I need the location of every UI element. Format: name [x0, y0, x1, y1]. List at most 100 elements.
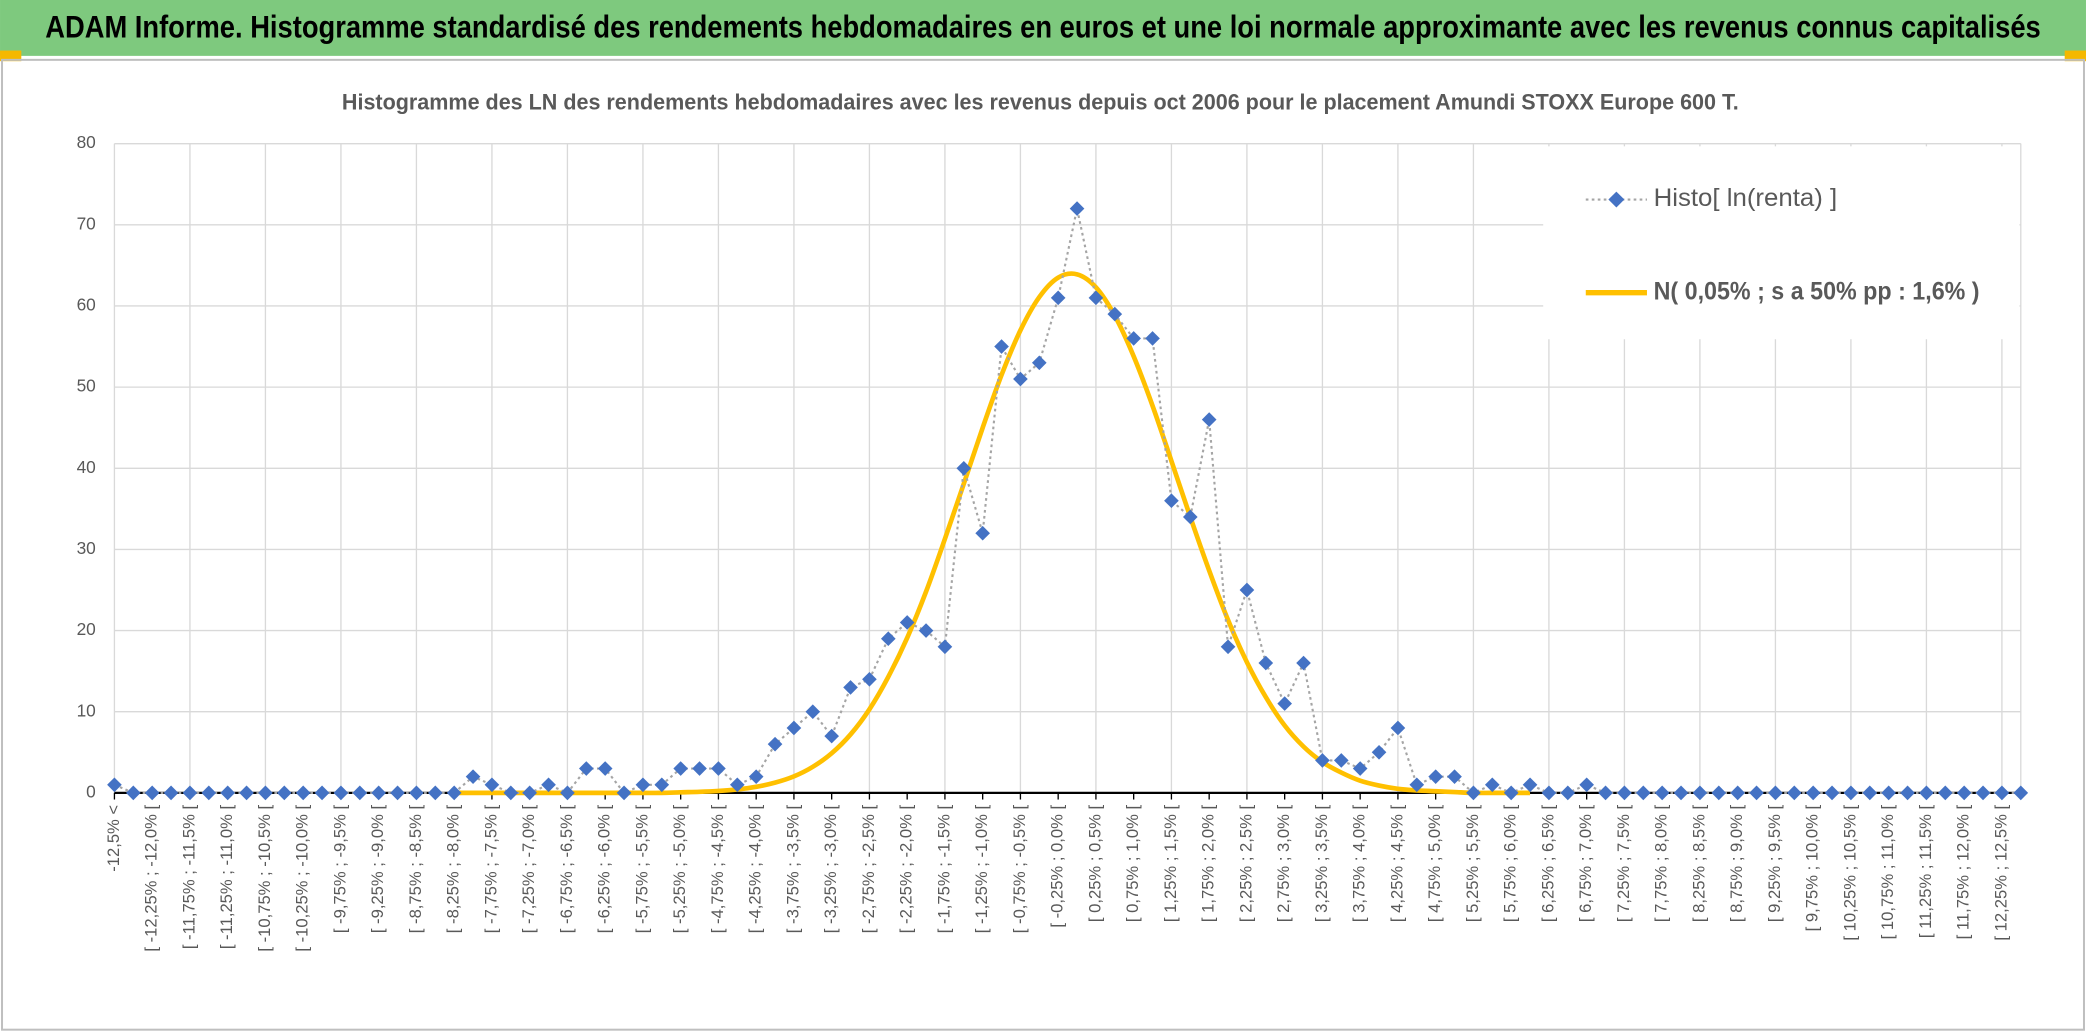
data-point: [994, 339, 1009, 354]
x-tick-label: [ 0,25% ; 0,5% [: [1085, 804, 1104, 922]
data-point: [748, 769, 764, 784]
data-point: [1805, 785, 1821, 801]
x-tick-label: [ 3,75% ; 4,0% [: [1350, 804, 1369, 922]
x-tick-label: [ -2,25% ; -2,0% [: [897, 804, 916, 933]
x-tick-label: [ 11,25% ; 11,5% [: [1916, 804, 1935, 938]
x-tick-label: [ 3,25% ; 3,5% [: [1312, 804, 1331, 922]
legend-label: N( 0,05% ; s a 50% pp : 1,6% ): [1654, 277, 1980, 305]
y-tick-label: 50: [77, 376, 96, 396]
data-point: [1635, 785, 1651, 801]
x-tick-label: [ -10,75% ; -10,5% [: [255, 804, 274, 951]
x-tick-label: [ -1,75% ; -1,5% [: [934, 804, 953, 933]
data-point: [1975, 785, 1991, 801]
data-point: [1522, 777, 1538, 793]
data-point: [1277, 696, 1292, 711]
data-point: [1315, 753, 1330, 768]
data-point: [201, 785, 217, 801]
data-point: [729, 777, 745, 793]
x-tick-label: [ -6,75% ; -6,5% [: [557, 804, 576, 933]
y-tick-label: 40: [77, 457, 96, 477]
y-tick-label: 80: [77, 132, 96, 152]
x-tick-label: [ -5,75% ; -5,5% [: [632, 804, 651, 933]
data-point: [597, 761, 613, 776]
data-point: [522, 785, 537, 801]
data-point: [1484, 777, 1500, 793]
data-point: [1239, 582, 1255, 598]
data-point: [824, 728, 839, 744]
data-point: [541, 777, 556, 793]
data-point: [1164, 493, 1179, 509]
x-tick-label: [ -1,25% ; -1,0% [: [972, 804, 991, 933]
x-tick-label: [ -9,75% ; -9,5% [: [330, 804, 349, 933]
data-point: [1692, 785, 1708, 801]
x-tick-label: [ 8,75% ; 9,0% [: [1727, 804, 1746, 922]
data-point: [1371, 744, 1387, 760]
x-tick-label: [ 8,25% ; 8,5% [: [1689, 804, 1708, 922]
x-tick-label: [ 7,75% ; 8,0% [: [1652, 804, 1671, 922]
x-tick-label: [ -9,25% ; -9,0% [: [368, 804, 387, 933]
data-point: [1956, 785, 1972, 801]
x-tick-label: [ 12,25% ; 12,5% [: [1991, 804, 2010, 940]
y-tick-label: 20: [77, 619, 96, 639]
y-tick-label: 70: [77, 213, 96, 233]
x-tick-label: [ 9,75% ; 10,0% [: [1803, 804, 1822, 931]
data-point: [1654, 785, 1670, 801]
data-point: [1352, 761, 1368, 776]
data-point: [2013, 785, 2029, 801]
data-point: [390, 785, 405, 801]
data-point: [352, 785, 368, 801]
data-point: [276, 785, 292, 801]
y-tick-label: 0: [86, 781, 96, 801]
data-point: [1409, 777, 1425, 793]
data-point: [446, 785, 462, 801]
data-point: [484, 777, 500, 793]
data-point: [1881, 785, 1896, 801]
corner-accent: [0, 50, 22, 62]
x-tick-label: [ 10,75% ; 11,0% [: [1878, 804, 1897, 939]
data-point: [1013, 371, 1028, 387]
data-point: [125, 785, 141, 801]
x-tick-label: [ 5,25% ; 5,5% [: [1463, 804, 1482, 922]
data-point: [1201, 412, 1217, 427]
x-tick-label: [ 6,25% ; 6,5% [: [1538, 804, 1557, 922]
y-tick-label: 60: [77, 295, 96, 315]
chart-border: [1, 58, 2085, 1031]
x-tick-label: [ 9,25% ; 9,5% [: [1765, 804, 1784, 922]
data-point: [144, 785, 160, 801]
data-point: [314, 785, 330, 801]
data-point: [711, 761, 726, 776]
data-point: [182, 785, 198, 801]
x-tick-label: [ 11,75% ; 12,0% [: [1954, 804, 1973, 939]
data-point: [1145, 331, 1160, 346]
data-point: [692, 761, 707, 776]
data-point: [1541, 785, 1557, 801]
x-tick-label: [ -3,75% ; -3,5% [: [783, 804, 802, 933]
data-point: [1711, 785, 1727, 801]
data-point: [1333, 753, 1349, 768]
data-point: [1579, 777, 1594, 793]
data-point: [1466, 785, 1481, 801]
x-tick-label: [ -7,25% ; -7,0% [: [519, 804, 538, 933]
data-point: [635, 777, 651, 793]
y-tick-label: 30: [77, 538, 96, 558]
data-point: [1824, 785, 1840, 801]
data-point: [1107, 306, 1123, 322]
data-point: [1617, 785, 1632, 801]
data-point: [1560, 785, 1576, 801]
x-tick-label: [ -5,25% ; -5,0% [: [670, 804, 689, 933]
data-point: [578, 761, 594, 776]
data-point: [1447, 769, 1462, 784]
data-point: [843, 680, 858, 695]
x-tick-label: [ -0,75% ; -0,5% [: [1010, 804, 1029, 933]
data-point: [1862, 785, 1878, 801]
x-tick-label: [ -4,75% ; -4,5% [: [708, 804, 727, 933]
data-point: [258, 785, 273, 801]
x-tick-label: [ -4,25% ; -4,0% [: [746, 804, 765, 933]
data-point: [163, 785, 179, 801]
data-point: [1919, 785, 1934, 801]
data-point: [1126, 331, 1141, 346]
data-point: [767, 736, 783, 752]
legend-marker: [1608, 191, 1625, 208]
data-point: [654, 777, 670, 793]
data-point: [371, 785, 386, 801]
